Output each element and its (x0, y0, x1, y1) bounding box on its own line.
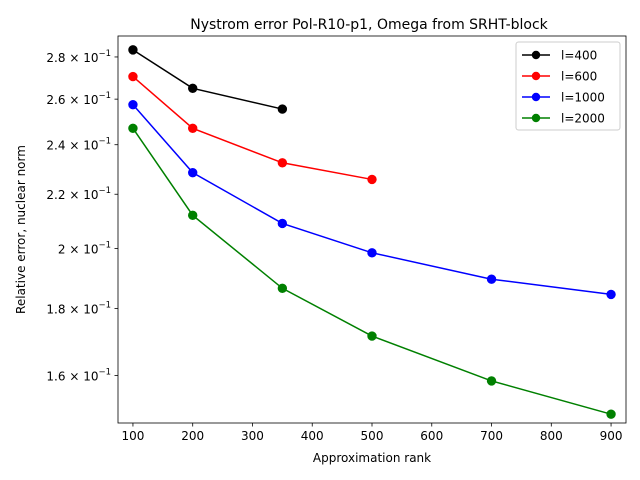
data-point (188, 210, 198, 221)
legend-label: l=600 (561, 70, 597, 84)
y-tick-label: 2.6 × 10−1 (46, 91, 111, 107)
y-tick-label: 2.4 × 10−1 (46, 137, 111, 153)
legend-marker (531, 113, 541, 123)
legend-label: l=1000 (561, 91, 605, 105)
legend-marker (531, 71, 541, 81)
legend: l=400 l=600 l=1000 l=2000 (515, 41, 621, 131)
data-point (188, 83, 198, 94)
legend-label: l=2000 (561, 112, 605, 126)
x-tick-label: 600 (420, 429, 443, 443)
tick-labels: 100 200 300 400 500 600 700 800 900 1.6 × 10−1 1.8… (46, 49, 622, 443)
data-point (128, 123, 138, 134)
data-point (486, 274, 497, 284)
series-line-l=1000 (132, 104, 612, 296)
legend-marker (531, 50, 541, 60)
x-tick-label: 400 (301, 429, 324, 443)
x-tick-label: 700 (480, 429, 503, 443)
x-tick-label: 500 (361, 429, 384, 443)
series-lines (128, 45, 616, 419)
data-point (128, 71, 138, 82)
x-tick-label: 300 (241, 429, 264, 443)
y-tick-label: 2.2 × 10−1 (46, 186, 111, 202)
x-tick-label: 900 (600, 429, 623, 443)
x-axis-label: Approximation rank (313, 451, 431, 465)
y-tick-label: 1.8 × 10−1 (46, 300, 111, 316)
data-point (188, 167, 198, 178)
plot-area-frame (117, 35, 627, 424)
y-tick-label: 2 × 10−1 (58, 241, 111, 257)
data-point (486, 376, 497, 386)
legend-marker (531, 92, 541, 102)
data-point (128, 99, 138, 110)
x-tick-label: 100 (121, 429, 144, 443)
data-point (277, 158, 288, 168)
data-point (606, 289, 616, 300)
data-point (277, 104, 288, 114)
tick-marks (114, 56, 612, 427)
data-point (188, 123, 198, 134)
x-tick-label: 200 (181, 429, 204, 443)
legend-label: l=400 (561, 49, 597, 63)
legend-box (515, 41, 621, 131)
data-point (277, 283, 288, 293)
series-line-l=400 (132, 49, 283, 110)
data-point (128, 45, 138, 55)
data-point (367, 174, 377, 185)
y-tick-label: 1.6 × 10−1 (46, 368, 111, 384)
series-line-l=2000 (132, 127, 612, 415)
series-line-l=600 (132, 76, 373, 181)
data-point (367, 248, 377, 258)
data-point (367, 331, 377, 341)
x-tick-label: 800 (540, 429, 563, 443)
data-point (606, 409, 616, 419)
data-point (277, 218, 288, 229)
y-axis-label: Relative error, nuclear norm (14, 145, 28, 314)
y-tick-label: 2.8 × 10−1 (46, 49, 111, 65)
chart-title: Nystrom error Pol-R10-p1, Omega from SRH… (190, 17, 548, 33)
